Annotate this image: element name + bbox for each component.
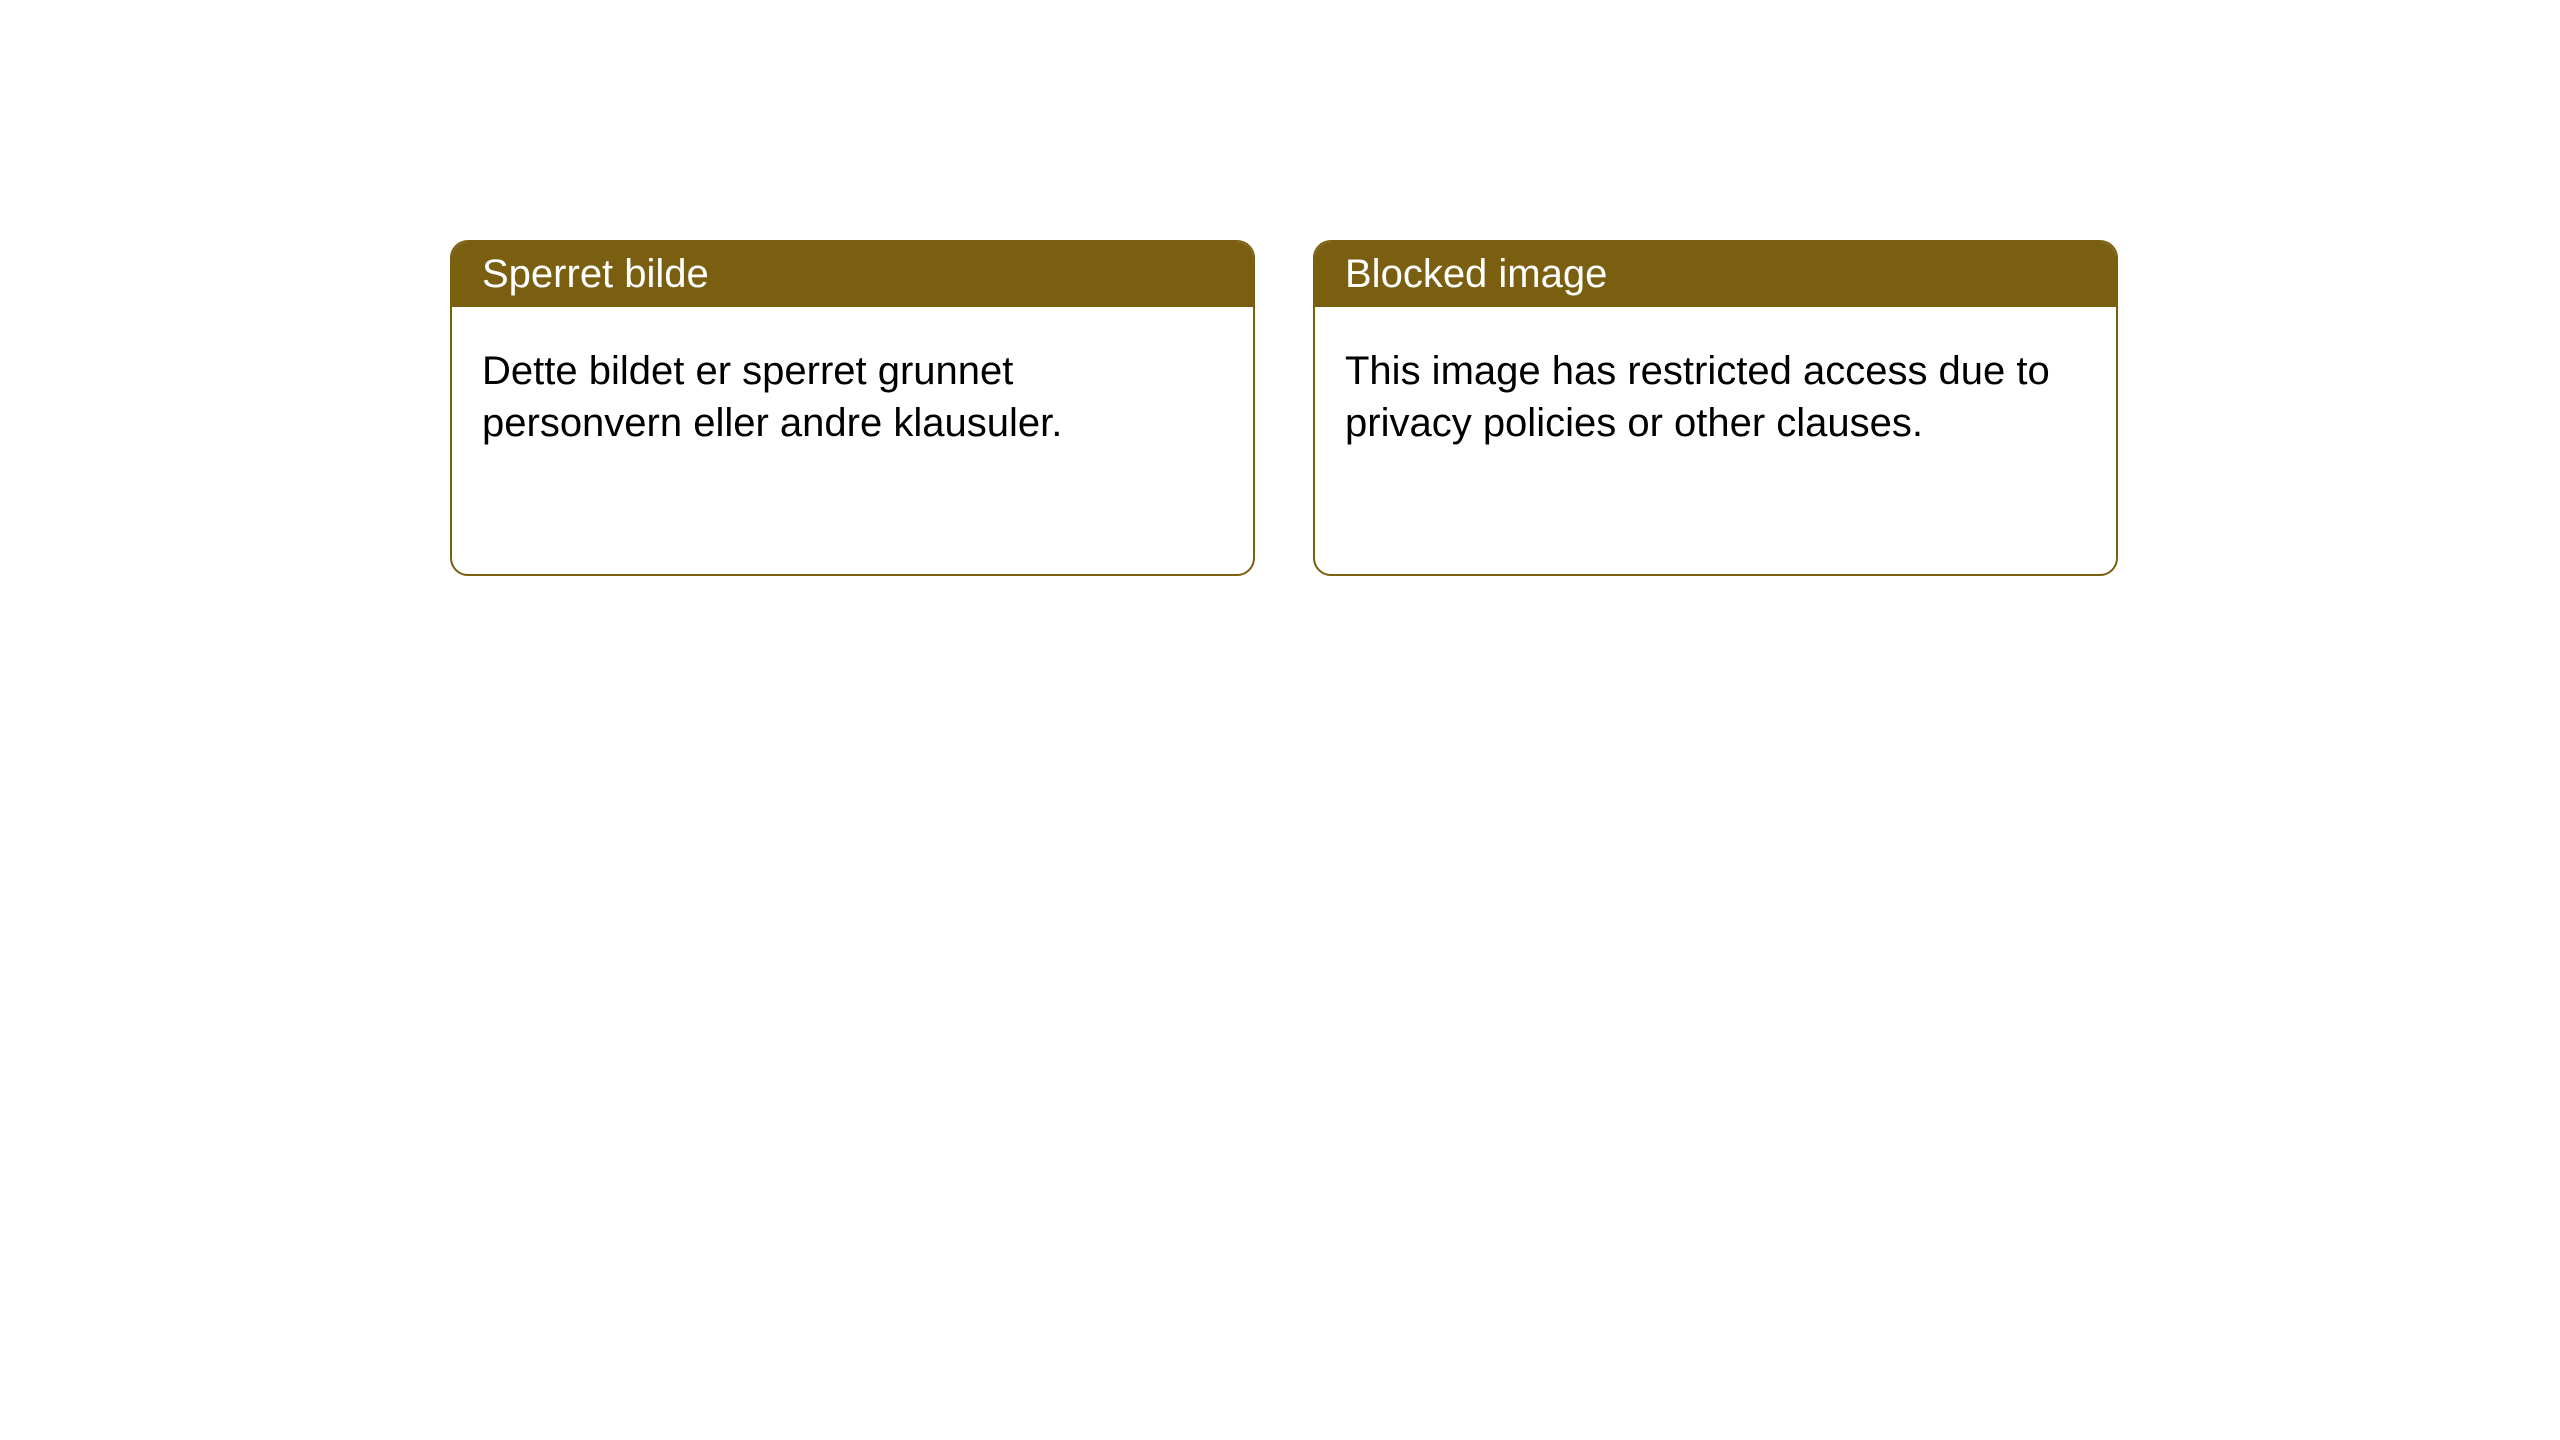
notice-body: Dette bildet er sperret grunnet personve… [452, 307, 1253, 487]
notice-card-english: Blocked image This image has restricted … [1313, 240, 2118, 576]
notice-body: This image has restricted access due to … [1315, 307, 2116, 487]
notice-title: Blocked image [1315, 242, 2116, 307]
notice-title: Sperret bilde [452, 242, 1253, 307]
notice-container: Sperret bilde Dette bildet er sperret gr… [0, 0, 2560, 576]
notice-card-norwegian: Sperret bilde Dette bildet er sperret gr… [450, 240, 1255, 576]
